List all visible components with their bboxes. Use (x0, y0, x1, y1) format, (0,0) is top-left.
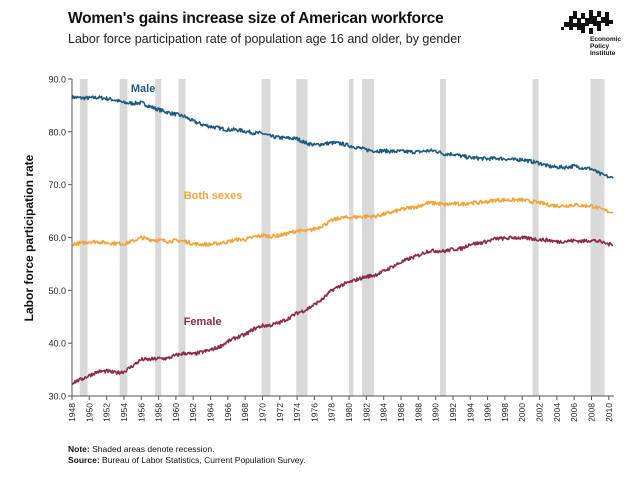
chart-subtitle: Labor force participation rate of popula… (68, 32, 462, 46)
x-tick-label: 2010 (604, 403, 614, 422)
line-chart: 30.0 40.0 50.0 60.0 70.0 80.0 90.0 1948 1950 195… (22, 75, 614, 422)
recession-band (349, 79, 354, 396)
x-tick-label: 2006 (569, 403, 579, 422)
series-line-female (71, 235, 614, 385)
y-tick-label: 60.0 (48, 233, 66, 243)
x-tick-label: 1974 (292, 403, 302, 422)
source-line: Source: Bureau of Labor Statistics, Curr… (68, 455, 306, 466)
x-tick-label: 1960 (171, 403, 181, 422)
logo-line: Institute (590, 50, 616, 57)
y-tick-label: 30.0 (48, 392, 66, 402)
note-text: Shaded areas denote recession. (92, 444, 215, 454)
recession-band (178, 79, 186, 396)
x-tick-label: 1994 (465, 403, 475, 422)
series-label-both: Both sexes (184, 190, 243, 202)
x-tick-label: 2002 (535, 403, 545, 422)
series-labels: Male Both sexes Female (131, 83, 243, 328)
logo-line: Policy (590, 43, 610, 50)
x-tick-label: 2008 (586, 403, 596, 422)
y-axis: 30.0 40.0 50.0 60.0 70.0 80.0 90.0 (48, 75, 73, 402)
chart-notes: Note: Shaded areas denote recession. Sou… (68, 444, 306, 466)
x-tick-label: 1996 (483, 403, 493, 422)
chart-title: Women's gains increase size of American … (68, 10, 444, 27)
x-tick-label: 1980 (344, 403, 354, 422)
recession-band (155, 79, 162, 396)
x-tick-label: 1990 (431, 403, 441, 422)
x-tick-label: 1976 (309, 403, 319, 422)
note-line: Note: Shaded areas denote recession. (68, 444, 306, 455)
series-line-male (71, 94, 614, 179)
recession-band (296, 79, 308, 396)
x-tick-label: 1950 (84, 403, 94, 422)
x-tick-label: 1984 (379, 403, 389, 422)
x-tick-label: 1962 (188, 403, 198, 422)
x-tick-label: 1978 (327, 403, 337, 422)
x-tick-label: 1966 (223, 403, 233, 422)
x-tick-label: 1968 (240, 403, 250, 422)
x-tick-label: 1988 (413, 403, 423, 422)
series-label-female: Female (184, 316, 222, 328)
x-axis: 1948 1950 1952 1954 1956 1958 1960 1962 1964 1966… (67, 395, 614, 422)
series-label-male: Male (131, 83, 155, 95)
note-label: Note: (68, 444, 90, 454)
x-tick-label: 1986 (396, 403, 406, 422)
series-line-both (71, 197, 614, 247)
x-tick-label: 1948 (67, 403, 77, 422)
y-tick-label: 50.0 (48, 286, 66, 296)
y-tick-label: 70.0 (48, 180, 66, 190)
x-tick-label: 1972 (275, 403, 285, 422)
series-lines (71, 94, 614, 385)
y-tick-label: 90.0 (48, 75, 66, 85)
x-tick-label: 2004 (552, 403, 562, 422)
source-label: Source: (68, 455, 100, 465)
x-tick-label: 1970 (257, 403, 267, 422)
y-tick-label: 80.0 (48, 127, 66, 137)
x-tick-label: 1998 (500, 403, 510, 422)
source-text: Bureau of Labor Statistics, Current Popu… (102, 455, 306, 465)
recession-band (362, 79, 375, 396)
recession-band (79, 79, 88, 396)
x-tick-label: 2000 (517, 403, 527, 422)
epi-logo-text: Economic Policy Institute (590, 36, 621, 57)
y-axis-label: Labor force participation rate (22, 154, 36, 321)
recession-band (119, 79, 128, 396)
y-tick-label: 40.0 (48, 339, 66, 349)
recession-band (439, 79, 447, 396)
epi-logo-icon (561, 10, 613, 34)
x-tick-label: 1954 (119, 403, 129, 422)
x-tick-label: 1964 (206, 403, 216, 422)
x-tick-label: 1982 (361, 403, 371, 422)
recession-band (590, 79, 605, 396)
x-tick-label: 1952 (102, 403, 112, 422)
logo-line: Economic (590, 36, 622, 43)
x-tick-label: 1956 (136, 403, 146, 422)
x-tick-label: 1992 (448, 403, 458, 422)
x-tick-label: 1958 (154, 403, 164, 422)
